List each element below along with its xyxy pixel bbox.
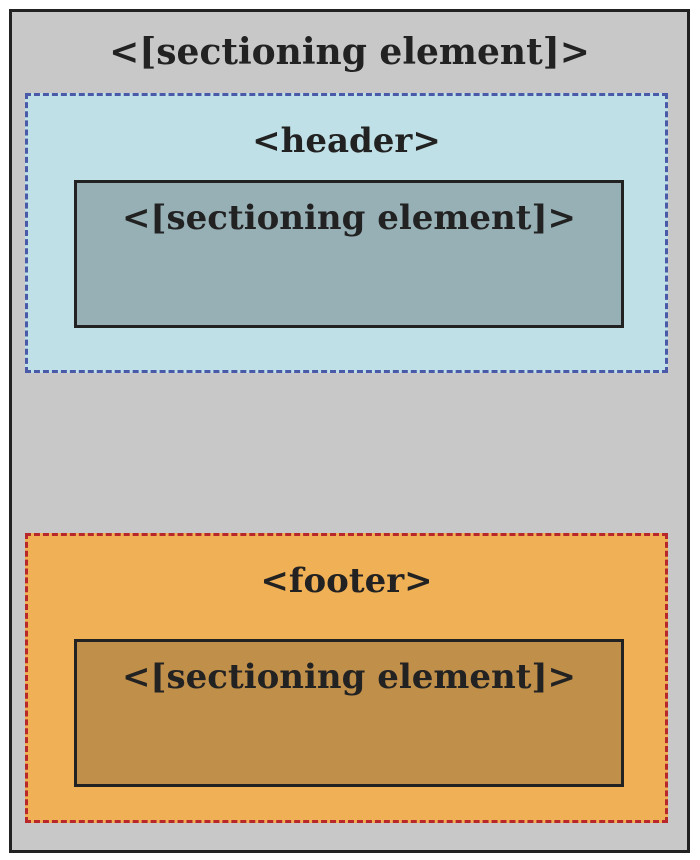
header-inner-sectioning-label: <[sectioning element]> [121,198,577,238]
outer-sectioning-label: <[sectioning element]> [109,31,590,73]
header-inner-sectioning-element: <[sectioning element]> [74,180,624,328]
footer-inner-sectioning-element: <[sectioning element]> [74,639,624,787]
footer-label: <footer> [260,561,433,601]
header-label: <header> [252,121,441,161]
footer-inner-sectioning-label: <[sectioning element]> [121,657,577,697]
footer-region: <footer> <[sectioning element]> [25,533,668,823]
header-region: <header> <[sectioning element]> [25,93,668,373]
outer-sectioning-element: <[sectioning element]> <header> <[sectio… [9,9,690,853]
